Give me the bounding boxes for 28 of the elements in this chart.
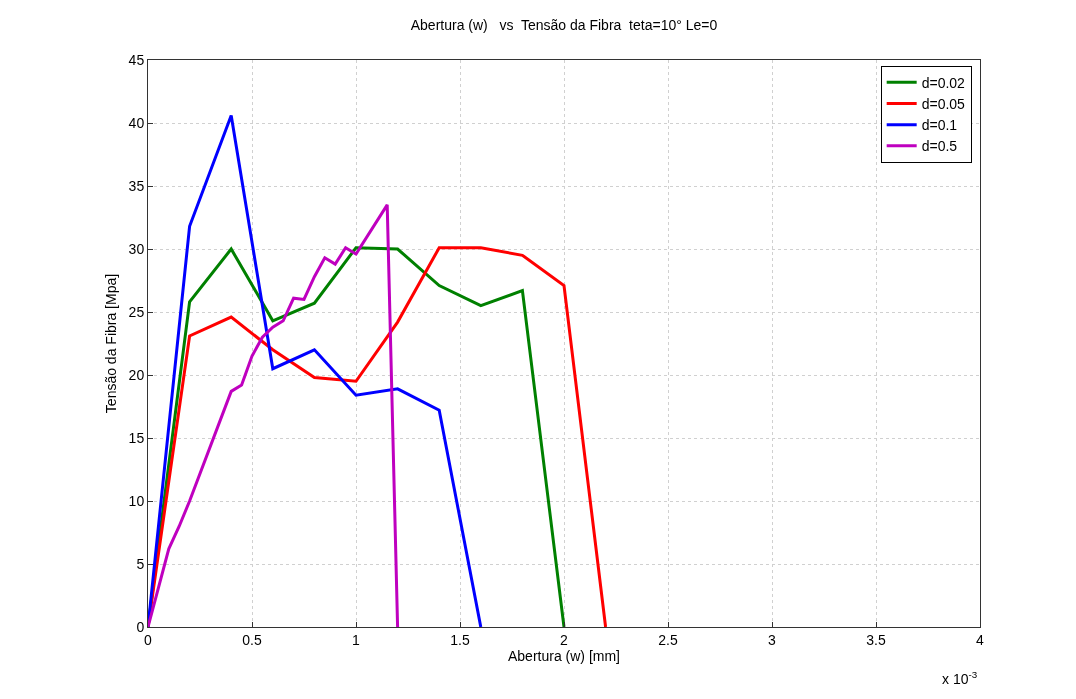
y-tick-label: 20 [128,366,145,383]
x-tick-label: 1 [352,631,361,648]
legend-label: d=0.05 [921,95,966,112]
legend-label: d=0.1 [921,117,958,134]
y-tick-label: 45 [128,51,145,68]
y-tick-label: 15 [128,429,145,446]
y-tick-label: 35 [128,177,145,194]
y-tick-label: 5 [136,555,145,572]
legend-label: d=0.02 [921,74,966,91]
y-tick-label: 30 [128,240,145,257]
text: x 10$^{-3}$ [942,669,978,687]
x-tick-label: 0.5 [242,631,262,648]
x-tick-label: 3.5 [866,631,886,648]
y-axis-title: Tensão da Fibra [Mpa] [103,273,120,414]
x-axis-title: Abertura (w) [mm] [507,647,621,664]
y-tick-label: 0 [136,618,145,635]
line-series [148,113,483,627]
x-tick-label: 4 [976,631,985,648]
x-tick-label: 2.5 [658,631,678,648]
x-tick-label: 1.5 [450,631,470,648]
x-tick-label: 2 [560,631,569,648]
chart-title: Abertura (w) vs Tensão da Fibra teta=10° Le=0 [410,16,718,33]
x-tick-label: 3 [768,631,777,648]
line-series [148,203,400,627]
y-tick-label: 25 [128,303,145,320]
legend-label: d=0.5 [921,138,958,155]
y-tick-label: 10 [128,492,145,509]
y-tick-label: 40 [128,114,145,131]
